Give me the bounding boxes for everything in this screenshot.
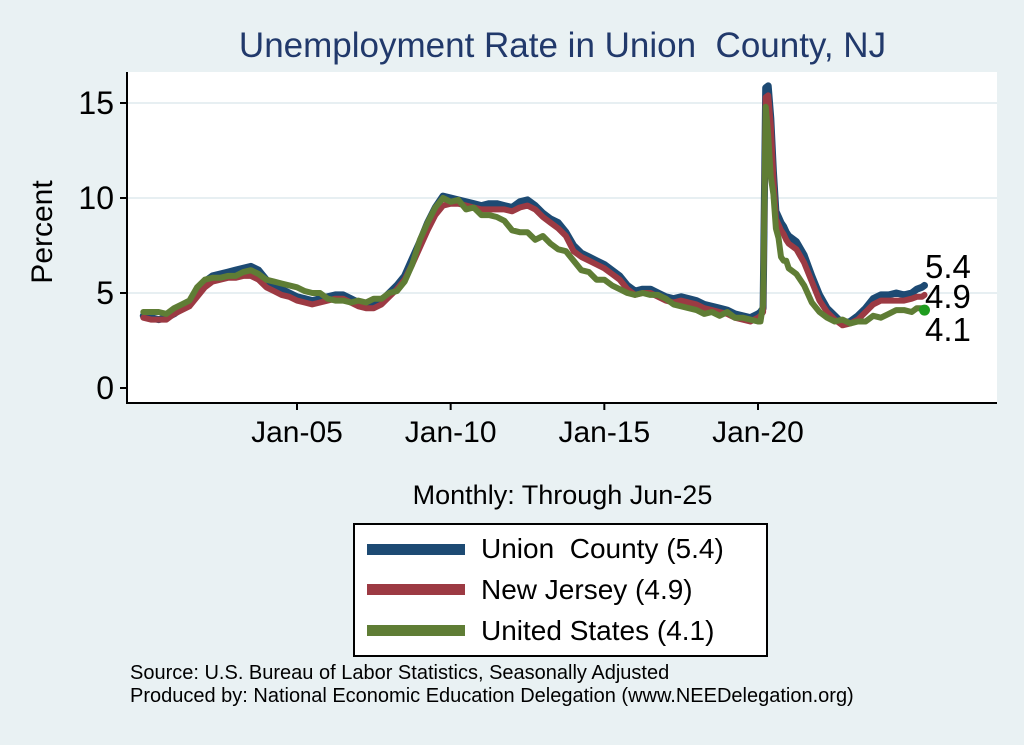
- legend-item-united-states: United States (4.1): [367, 615, 762, 647]
- chart-subtitle: Monthly: Through Jun-25: [412, 480, 713, 510]
- legend-swatch-new-jersey: [367, 584, 465, 596]
- last-point-marker: [919, 304, 930, 316]
- x-tick-label: Jan-05: [251, 416, 343, 449]
- y-tick-label: 10: [78, 180, 114, 216]
- y-axis-title: Percent: [26, 180, 59, 284]
- x-tick-label: Jan-20: [712, 416, 804, 449]
- end-label-union-county: 5.4: [925, 248, 971, 285]
- x-tick-label: Jan-15: [558, 416, 650, 449]
- x-tick-label: Jan-10: [405, 416, 497, 449]
- chart-title: Unemployment Rate in Union County, NJ: [238, 26, 887, 65]
- legend-item-union-county: Union County (5.4): [367, 533, 762, 565]
- legend-swatch-united-states: [367, 625, 465, 637]
- plot-area: [128, 72, 997, 402]
- y-tick-label: 15: [78, 85, 114, 121]
- unemployment-line-chart: 0 5 10 15 Jan-05 Jan-10 Jan-15 Jan-20 Percent: [26, 72, 997, 449]
- legend-swatch-union-county: [367, 543, 465, 555]
- source-line: Source: U.S. Bureau of Labor Statistics,…: [130, 662, 670, 684]
- legend-item-new-jersey: New Jersey (4.9): [367, 574, 762, 606]
- produced-by-line: Produced by: National Economic Education…: [130, 685, 854, 707]
- series-line-united-states: [140, 103, 928, 327]
- end-label-new-jersey: 4.9: [925, 278, 971, 315]
- y-tick-label: 5: [96, 275, 114, 311]
- legend-label-union-county: Union County (5.4): [481, 533, 724, 565]
- legend-label-united-states: United States (4.1): [481, 614, 715, 646]
- end-label-united-states: 4.1: [925, 311, 971, 348]
- y-tick-label: 0: [96, 370, 114, 406]
- legend-label-new-jersey: New Jersey (4.9): [481, 573, 693, 605]
- legend-box: Union County (5.4) New Jersey (4.9) Unit…: [353, 523, 768, 657]
- series-line-new-jersey: [140, 92, 928, 329]
